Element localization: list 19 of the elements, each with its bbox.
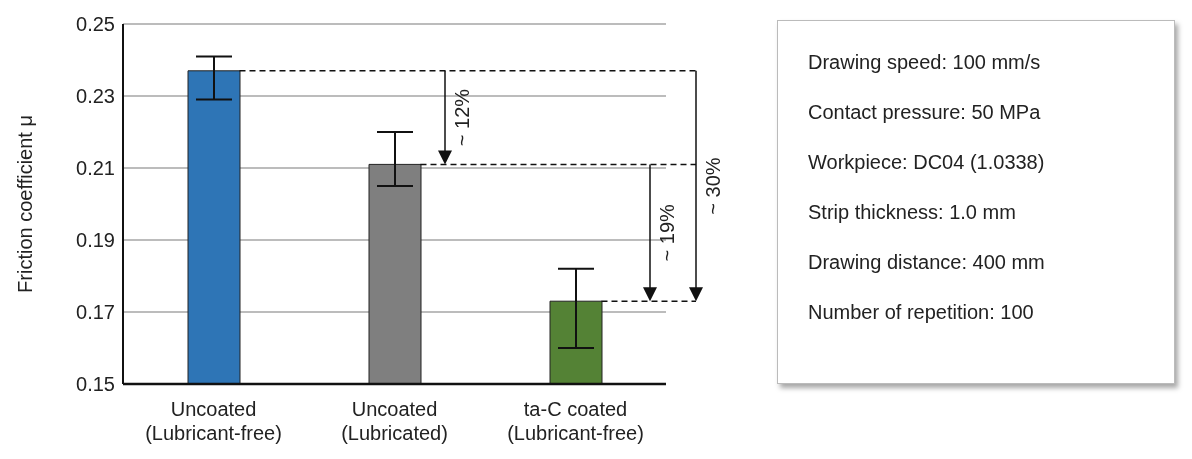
x-tick-label: Uncoated (Lubricant-free) xyxy=(145,398,282,444)
text: Drawing speed: 100 mm/s xyxy=(808,50,1042,75)
annotation: ~ 12% xyxy=(451,88,473,147)
x-tick-label: Uncoated (Lubricated) xyxy=(341,398,448,444)
text: Strip thickness: 1.0 mm xyxy=(808,200,1017,225)
text: Number of repetition: 100 xyxy=(808,300,1035,325)
text: Drawing distance: 400 mm xyxy=(808,250,1046,275)
text: Contact pressure: 50 MPa xyxy=(808,100,1042,125)
y-tick-label: 0.17 xyxy=(76,301,115,324)
y-tick-label: 0.21 xyxy=(76,157,115,180)
y-tick-label: 0.19 xyxy=(76,229,115,252)
x-tick-label: ta-C coated (Lubricant-free) xyxy=(507,398,644,444)
y-tick-label: 0.25 xyxy=(76,13,115,36)
y-tick-label: 0.15 xyxy=(76,373,115,396)
annotation: ~ 19% xyxy=(656,203,678,262)
y-tick-label: 0.23 xyxy=(76,85,115,108)
text: ~ 30% xyxy=(702,157,724,215)
text: Workpiece: DC04 (1.0338) xyxy=(808,150,1046,175)
y-axis-title: Friction coefficient μ xyxy=(14,115,37,293)
